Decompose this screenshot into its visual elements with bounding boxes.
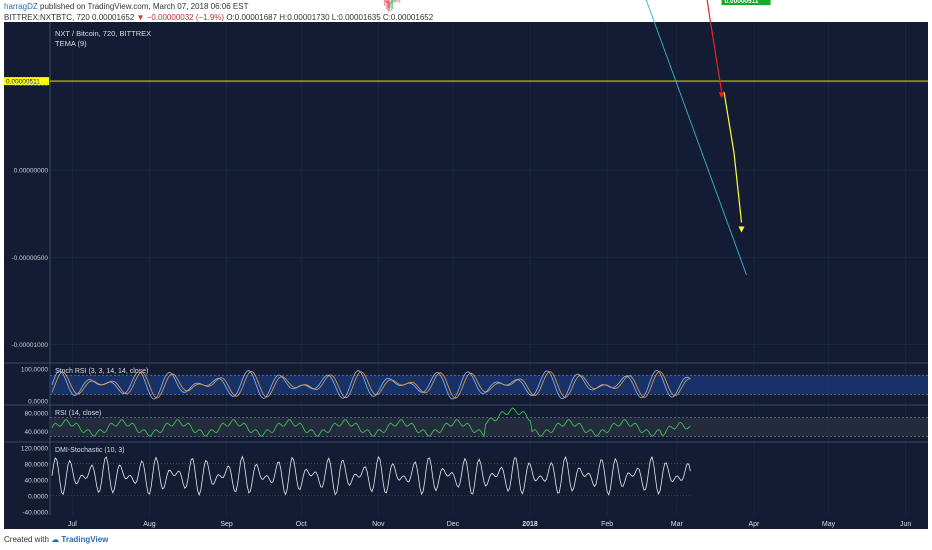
x-tick-label: Apr [748, 521, 760, 528]
ohlc-text: O:0.00001687 H:0.00001730 L:0.00001635 C… [226, 13, 434, 22]
down-arrow-icon: ▼ [136, 13, 145, 22]
indicator-y-tick: -40.0000 [22, 509, 48, 516]
chart-background [4, 22, 928, 529]
x-tick-label: May [822, 521, 836, 528]
target-box-label: 0.00000511 [725, 0, 759, 5]
indicator-y-tick: 40.0000 [25, 477, 49, 484]
axis-labels: 0.000080000.000075000.000070000.00006500… [11, 0, 911, 528]
candle-body [392, 0, 394, 2]
arrowhead-yellow [738, 226, 745, 233]
symbol-line: BITTREX:NXTBTC, 720 0.00001652 ▼ −0.0000… [4, 13, 433, 22]
published-text: published on TradingView.com, March 07, … [40, 2, 249, 11]
indicator-y-tick: 80.0000 [25, 461, 49, 468]
created-with-text: Created with [4, 535, 49, 544]
candle-body [385, 0, 387, 4]
x-tick-label: Oct [296, 521, 307, 528]
chart-overlays: 0.000039460.000015800.000005110.00001652… [4, 0, 928, 275]
candle-body [393, 0, 395, 1]
x-tick-label: Sep [220, 521, 233, 528]
x-tick-label: Jul [68, 521, 77, 528]
footer: Created with ☁ TradingView [4, 535, 108, 544]
x-tick-label: Nov [372, 521, 385, 528]
indicator-y-tick: 0.0000 [28, 398, 48, 405]
arrowhead-red [718, 92, 725, 99]
candle-body [390, 0, 392, 5]
publish-line: harragDZ published on TradingView.com, M… [4, 2, 248, 11]
indicator-y-tick: 0.0000 [28, 493, 48, 500]
indicator-band [50, 417, 928, 437]
change-text: −0.00000032 (−1.9%) [146, 13, 225, 22]
cloud-icon: ☁ [51, 535, 60, 544]
x-tick-label: Mar [671, 521, 684, 528]
target-box [721, 0, 771, 6]
candle-body [387, 0, 389, 4]
indicator-title: RSI (14, close) [55, 410, 101, 417]
tradingview-logo[interactable]: TradingView [61, 535, 109, 544]
legend-title: NXT / Bitcoin, 720, BITTREX [55, 29, 151, 38]
symbol-text: BITTREX:NXTBTC, 720 [4, 13, 90, 22]
stoch-d-line [51, 371, 691, 399]
dmi-stoch-line [51, 455, 691, 497]
x-tick-label: Jun [900, 521, 911, 528]
price-series [382, 0, 401, 13]
tema-line [385, 0, 394, 6]
legend-indicator: TEMA (9) [55, 39, 87, 48]
x-tick-label: Dec [447, 521, 460, 528]
y-tick-label: 0.00000000 [14, 168, 49, 175]
level-tag-label: 0.00000511 [6, 79, 40, 86]
candle-body [389, 4, 391, 8]
y-tick-label: -0.00001000 [11, 342, 48, 349]
bearish-extension-path [723, 91, 743, 223]
author-link[interactable]: harragDZ [4, 2, 38, 11]
stoch-k-line [51, 369, 691, 400]
indicator-y-tick: 40.0000 [25, 429, 49, 436]
indicator-title: DMI-Stochastic (10, 3) [55, 447, 125, 454]
indicator-panes: 100.0000 0.0000 Stoch RSI (3, 3, 14, 14, c… [21, 366, 928, 516]
y-tick-label: -0.00000500 [11, 255, 48, 262]
x-tick-label: Aug [143, 521, 156, 528]
x-tick-label: 2018 [522, 521, 538, 528]
rsi-line [51, 407, 691, 438]
indicator-y-tick: 120.0000 [21, 445, 48, 452]
last-price: 0.00001652 [92, 13, 135, 22]
channel-line [645, 0, 747, 275]
indicator-title: Stoch RSI (3, 3, 14, 14, close) [55, 368, 148, 375]
indicator-y-tick: 100.0000 [21, 366, 48, 373]
bearish-path [706, 0, 723, 92]
x-tick-label: Feb [601, 521, 613, 528]
indicator-y-tick: 80.0000 [25, 411, 49, 418]
level-tag [4, 77, 49, 86]
legend: NXT / Bitcoin, 720, BITTREX TEMA (9) [55, 29, 151, 48]
y-tick-label: 0.00000500 [14, 81, 49, 88]
